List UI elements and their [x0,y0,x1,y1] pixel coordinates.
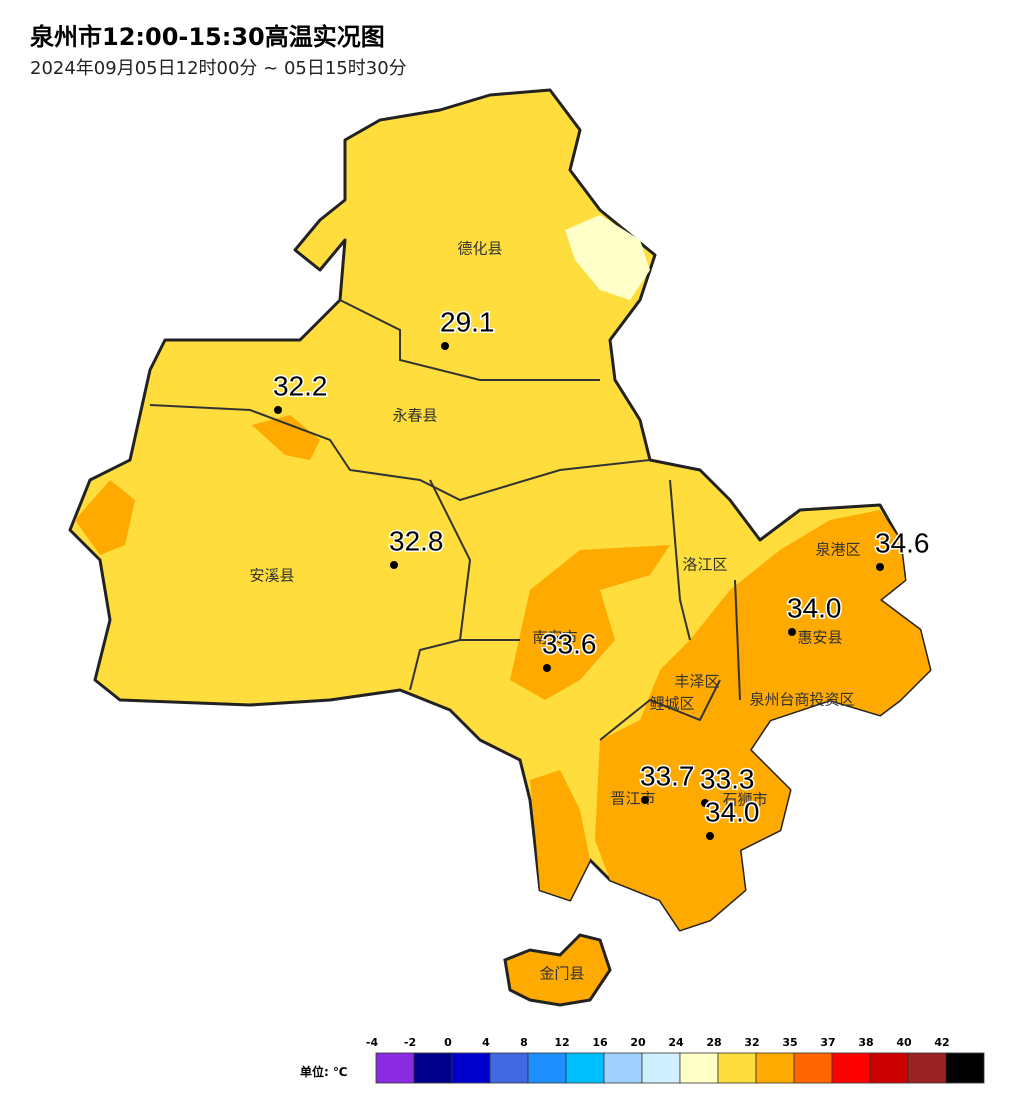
district-label: 洛江区 [682,556,727,574]
borders [149,299,741,741]
station-value: 33.3 [700,763,755,794]
legend-swatch [489,1052,529,1084]
light-patch [565,215,650,300]
district-label: 惠安县 [797,629,842,647]
station-dot [701,799,709,807]
legend-tick: 4 [482,1036,490,1049]
legend-swatch [717,1052,757,1084]
station-dot [543,664,551,672]
station-dot [641,796,649,804]
district-label: 金门县 [539,965,584,983]
district-label: 丰泽区 [674,673,719,691]
legend-swatch [527,1052,567,1084]
legend-tick: 32 [744,1036,759,1049]
station-value: 33.7 [640,760,695,791]
subtitle: 2024年09月05日12时00分 ~ 05日15时30分 [30,58,407,79]
district-label: 鲤城区 [649,695,694,713]
station-value: 33.6 [542,628,597,659]
station-dot [390,561,398,569]
hot-area-nanan [510,545,670,700]
hot-area-yongchun [252,415,320,460]
district-label: 德化县 [457,240,502,258]
station-value: 29.1 [440,306,495,337]
legend-tick: 40 [896,1036,912,1049]
legend-tick: 12 [554,1036,569,1049]
station-value: 34.0 [705,796,760,827]
legend-swatch [603,1052,643,1084]
legend-tick: 37 [820,1036,835,1049]
legend-unit: 单位: ℃ [300,1064,348,1079]
legend-swatch [451,1052,491,1084]
district-label: 泉港区 [815,541,860,559]
kinmen [503,933,612,1007]
legend-swatch [831,1052,871,1084]
station-value: 34.6 [875,527,930,558]
hot-area-south [530,770,590,900]
legend-tick: 28 [706,1036,721,1049]
district-label: 晋江市 [610,790,655,808]
legend-swatch [413,1052,453,1084]
legend-swatch [755,1052,795,1084]
legend-tick: -4 [366,1036,379,1049]
legend-swatch [793,1052,833,1084]
title: 泉州市12:00-15:30高温实况图 [30,23,385,51]
legend-swatch [565,1052,605,1084]
hot-area-east [595,510,930,930]
district-label: 永春县 [392,407,437,425]
legend-tick: 20 [630,1036,646,1049]
station-dot [876,563,884,571]
legend-tick: 42 [934,1036,949,1049]
legend-tick: 38 [858,1036,873,1049]
land [68,88,932,932]
district-label: 安溪县 [249,567,294,585]
legend-tick: 16 [592,1036,608,1049]
station-value: 32.8 [389,525,444,556]
legend-swatch [907,1052,947,1084]
district-label: 泉州台商投资区 [749,691,854,709]
legend-swatch [679,1052,719,1084]
legend-swatch [375,1052,415,1084]
map [68,88,932,1007]
district-label: 石狮市 [722,791,767,809]
district-label: 南安市 [532,629,577,647]
legend-tick: 8 [520,1036,528,1049]
legend-swatch [641,1052,681,1084]
legend-swatch [869,1052,909,1084]
station-dot [788,628,796,636]
station-dot [274,406,282,414]
station-dot [706,832,714,840]
legend-tick: 35 [782,1036,797,1049]
station-value: 32.2 [273,370,328,401]
legend-tick: -2 [404,1036,416,1049]
hot-area-west [75,480,135,555]
station-dot [441,342,449,350]
legend-tick: 0 [444,1036,452,1049]
station-value: 34.0 [787,592,842,623]
legend-tick: 24 [668,1036,684,1049]
legend-swatch [945,1052,985,1084]
